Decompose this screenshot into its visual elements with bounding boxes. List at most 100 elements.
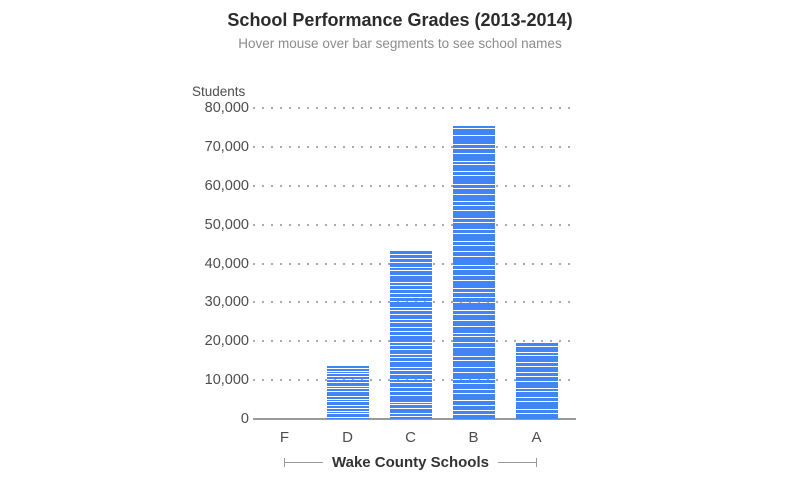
bar-segment[interactable] (326, 414, 369, 417)
bar-segment[interactable] (452, 269, 495, 276)
bar-segment[interactable] (452, 405, 495, 411)
bar-segment[interactable] (452, 135, 495, 144)
bar-segment[interactable] (452, 343, 495, 347)
bar-segment[interactable] (515, 402, 558, 409)
bar-segment[interactable] (326, 386, 369, 389)
bar-segment[interactable] (452, 411, 495, 414)
bar-segment[interactable] (452, 229, 495, 234)
bar-segment[interactable] (452, 144, 495, 148)
bar-D[interactable] (326, 366, 369, 419)
bar-segment[interactable] (515, 413, 558, 419)
bar-segment[interactable] (515, 363, 558, 367)
bar-segment[interactable] (326, 392, 369, 397)
bar-segment[interactable] (389, 395, 432, 402)
bar-segment[interactable] (452, 176, 495, 185)
bar-segment[interactable] (389, 370, 432, 374)
bar-segment[interactable] (452, 202, 495, 205)
bar-segment[interactable] (515, 397, 558, 401)
bar-segment[interactable] (389, 346, 432, 349)
bar-segment[interactable] (389, 271, 432, 275)
bar-segment[interactable] (389, 319, 432, 323)
bar-segment[interactable] (389, 285, 432, 289)
bar-segment[interactable] (452, 129, 495, 135)
bar-segment[interactable] (452, 414, 495, 419)
bar-segment[interactable] (452, 189, 495, 194)
bar-segment[interactable] (515, 373, 558, 377)
bar-segment[interactable] (452, 194, 495, 202)
bar-segment[interactable] (326, 397, 369, 399)
bar-segment[interactable] (515, 381, 558, 388)
bar-segment[interactable] (452, 334, 495, 337)
bar-segment[interactable] (452, 302, 495, 311)
bar-segment[interactable] (326, 408, 369, 411)
bar-segment[interactable] (389, 383, 432, 388)
bar-segment[interactable] (389, 374, 432, 379)
bar-segment[interactable] (326, 417, 369, 419)
bar-segment[interactable] (389, 323, 432, 328)
bar-segment[interactable] (515, 377, 558, 381)
bar-segment[interactable] (452, 218, 495, 222)
bar-segment[interactable] (389, 349, 432, 354)
bar-segment[interactable] (452, 234, 495, 241)
bar-segment[interactable] (515, 343, 558, 347)
bar-segment[interactable] (326, 377, 369, 379)
bar-segment[interactable] (389, 335, 432, 343)
bar-segment[interactable] (389, 294, 432, 297)
bar-segment[interactable] (389, 311, 432, 314)
bar-segment[interactable] (452, 321, 495, 326)
bar-segment[interactable] (326, 379, 369, 383)
bar-segment[interactable] (452, 165, 495, 171)
bar-segment[interactable] (452, 289, 495, 292)
bar-segment[interactable] (452, 380, 495, 383)
bar-segment[interactable] (389, 275, 432, 283)
bar-segment[interactable] (452, 311, 495, 315)
bar-segment[interactable] (515, 352, 558, 355)
bar-segment[interactable] (326, 411, 369, 414)
bar-segment[interactable] (452, 161, 495, 165)
bar-segment[interactable] (326, 383, 369, 386)
bar-segment[interactable] (389, 343, 432, 346)
bar-segment[interactable] (452, 389, 495, 394)
bar-segment[interactable] (389, 328, 432, 331)
bar-segment[interactable] (389, 405, 432, 409)
bar-segment[interactable] (389, 379, 432, 383)
bar-segment[interactable] (326, 405, 369, 408)
bar-segment[interactable] (452, 298, 495, 302)
bar-segment[interactable] (452, 326, 495, 334)
bar-segment[interactable] (389, 314, 432, 319)
bar-segment[interactable] (326, 368, 369, 371)
bar-segment[interactable] (389, 409, 432, 414)
bar-segment[interactable] (389, 354, 432, 358)
bar-segment[interactable] (515, 392, 558, 397)
bar-segment[interactable] (452, 394, 495, 401)
bar-segment[interactable] (389, 308, 432, 311)
bar-segment[interactable] (389, 362, 432, 368)
bar-segment[interactable] (452, 372, 495, 380)
bar-segment[interactable] (452, 276, 495, 281)
bar-segment[interactable] (452, 210, 495, 218)
bar-segment[interactable] (452, 242, 495, 245)
bar-segment[interactable] (389, 358, 432, 362)
bar-segment[interactable] (389, 368, 432, 370)
bar-segment[interactable] (389, 250, 432, 254)
bar-segment[interactable] (452, 292, 495, 298)
bar-segment[interactable] (389, 331, 432, 335)
bar-segment[interactable] (326, 371, 369, 374)
bar-segment[interactable] (389, 301, 432, 308)
bar-segment[interactable] (452, 245, 495, 251)
bar-segment[interactable] (452, 367, 495, 372)
bar-segment[interactable] (389, 402, 432, 405)
bar-segment[interactable] (452, 185, 495, 189)
bar-segment[interactable] (452, 148, 495, 154)
bar-segment[interactable] (452, 171, 495, 176)
bar-segment[interactable] (389, 388, 432, 391)
bar-segment[interactable] (452, 347, 495, 356)
bar-segment[interactable] (515, 347, 558, 352)
bar-segment[interactable] (452, 265, 495, 269)
bar-segment[interactable] (389, 262, 432, 268)
bar-segment[interactable] (326, 389, 369, 392)
bar-segment[interactable] (389, 268, 432, 271)
bar-segment[interactable] (452, 281, 495, 289)
bar-segment[interactable] (515, 355, 558, 363)
bar-B[interactable] (452, 125, 495, 419)
